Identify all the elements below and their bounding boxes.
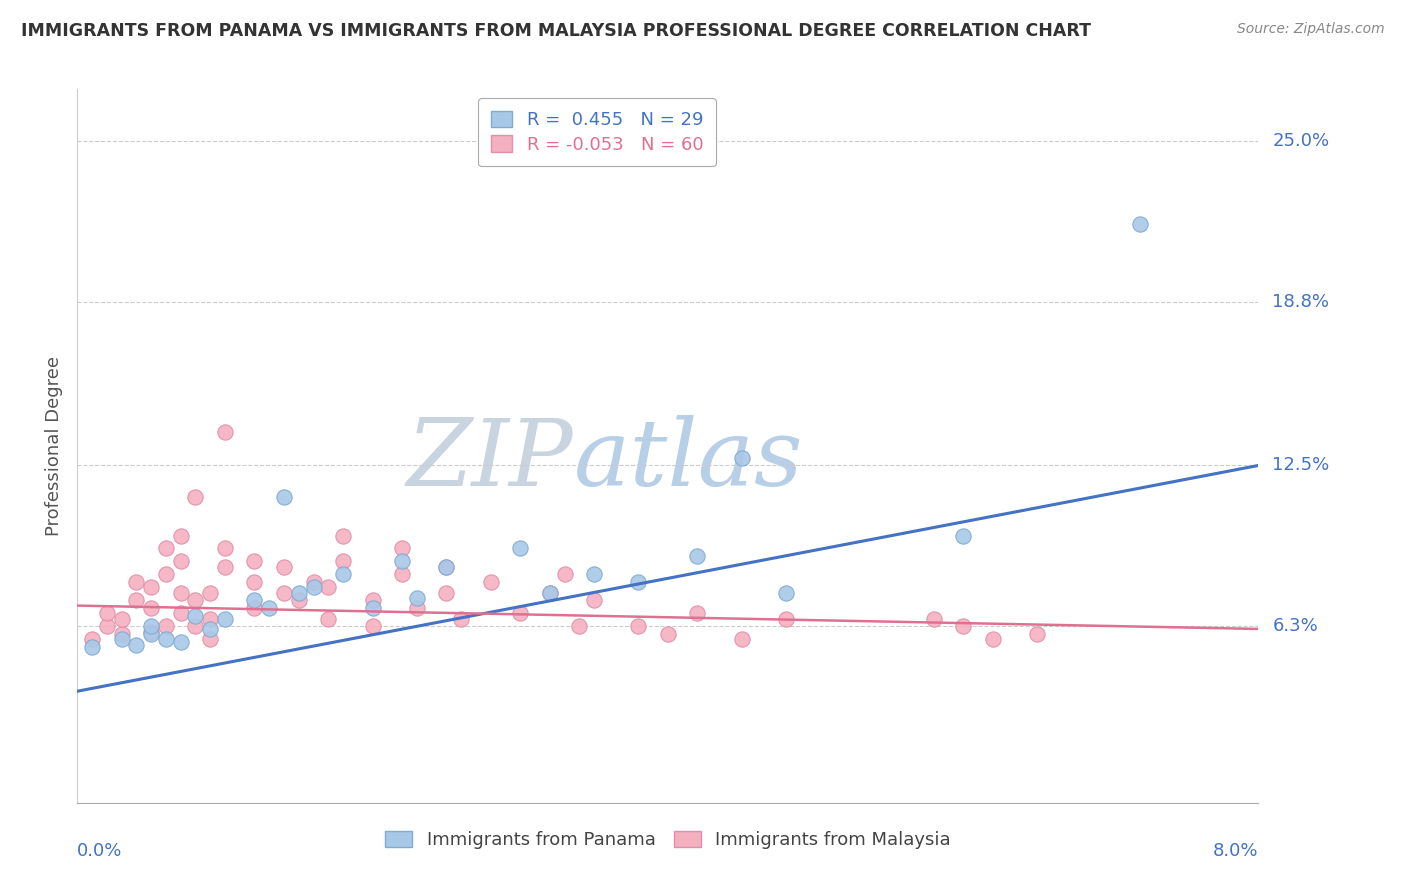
Text: Source: ZipAtlas.com: Source: ZipAtlas.com: [1237, 22, 1385, 37]
Text: 18.8%: 18.8%: [1272, 293, 1329, 311]
Text: 12.5%: 12.5%: [1272, 457, 1330, 475]
Text: ZIP: ZIP: [406, 416, 574, 505]
Text: 0.0%: 0.0%: [77, 842, 122, 860]
Text: IMMIGRANTS FROM PANAMA VS IMMIGRANTS FROM MALAYSIA PROFESSIONAL DEGREE CORRELATI: IMMIGRANTS FROM PANAMA VS IMMIGRANTS FRO…: [21, 22, 1091, 40]
Text: atlas: atlas: [574, 416, 803, 505]
Text: 8.0%: 8.0%: [1213, 842, 1258, 860]
Legend: Immigrants from Panama, Immigrants from Malaysia: Immigrants from Panama, Immigrants from …: [375, 822, 960, 858]
Text: 6.3%: 6.3%: [1272, 617, 1317, 635]
Text: 25.0%: 25.0%: [1272, 132, 1330, 150]
Y-axis label: Professional Degree: Professional Degree: [45, 356, 63, 536]
